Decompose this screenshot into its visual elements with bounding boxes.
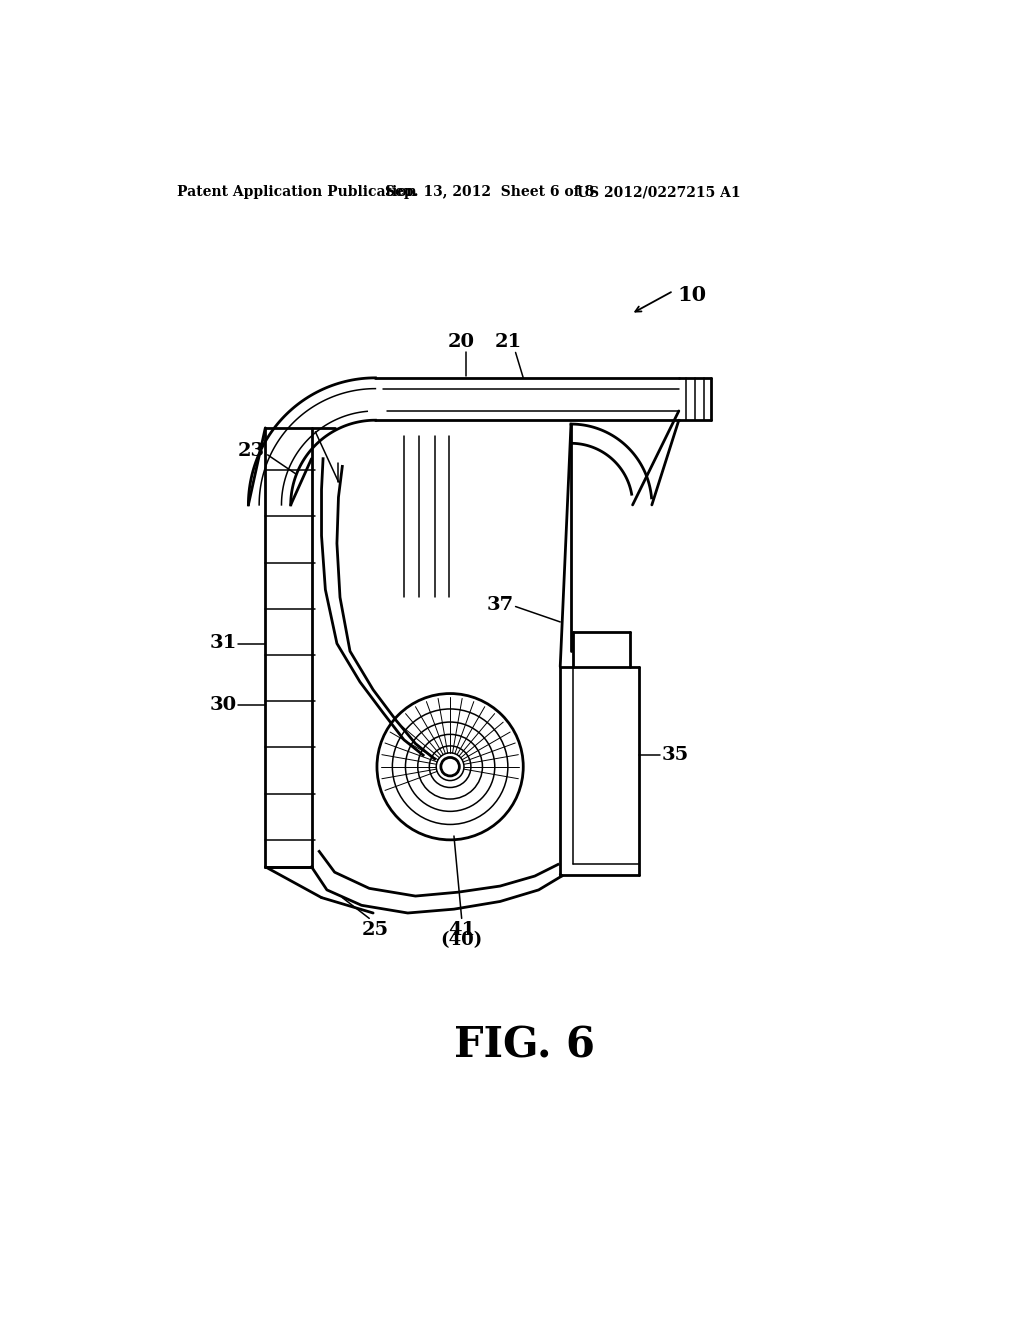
Text: (40): (40) <box>440 932 482 949</box>
Text: Patent Application Publication: Patent Application Publication <box>177 185 417 199</box>
Text: FIG. 6: FIG. 6 <box>455 1024 595 1067</box>
Text: 23: 23 <box>239 442 265 459</box>
Text: 21: 21 <box>495 333 521 351</box>
Text: 30: 30 <box>210 696 237 714</box>
Text: 31: 31 <box>210 635 237 652</box>
Text: 20: 20 <box>449 333 475 351</box>
Text: 41: 41 <box>449 921 475 939</box>
Circle shape <box>441 758 460 776</box>
Text: 35: 35 <box>662 746 689 764</box>
Text: US 2012/0227215 A1: US 2012/0227215 A1 <box>578 185 740 199</box>
Text: 25: 25 <box>361 921 389 939</box>
Text: 37: 37 <box>486 597 514 614</box>
Text: 10: 10 <box>677 285 707 305</box>
Text: Sep. 13, 2012  Sheet 6 of 8: Sep. 13, 2012 Sheet 6 of 8 <box>385 185 594 199</box>
